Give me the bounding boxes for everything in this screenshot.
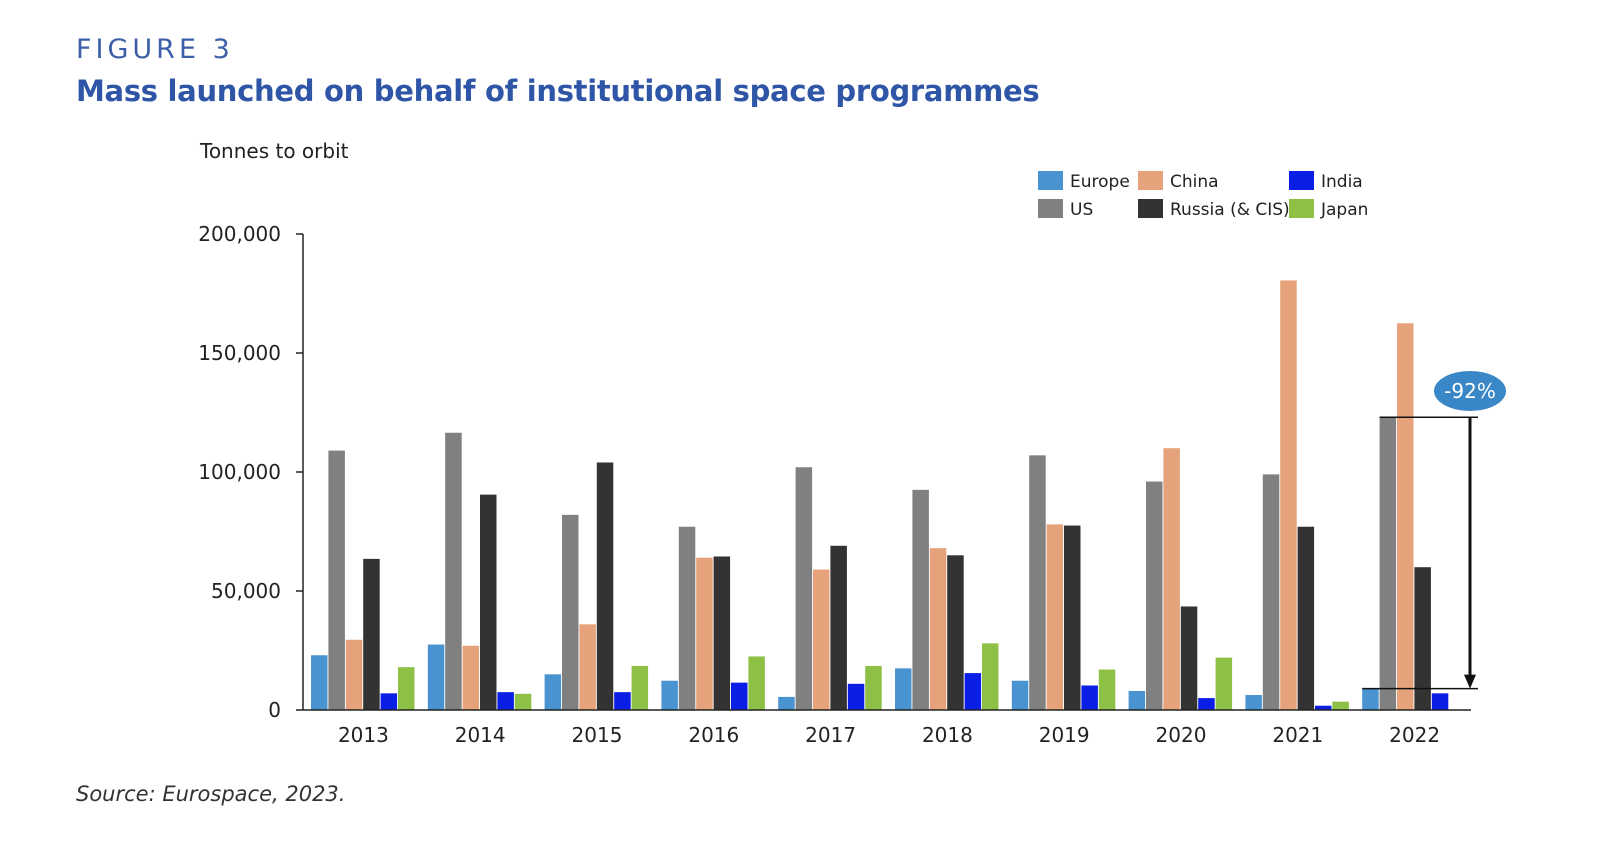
bar-china-2022	[1397, 323, 1414, 710]
bar-india-2021	[1315, 705, 1332, 710]
x-tick-label: 2017	[805, 723, 856, 747]
annotation-label: -92%	[1444, 379, 1496, 403]
x-tick-label: 2016	[688, 723, 739, 747]
bar-europe-2019	[1011, 680, 1029, 710]
bar-us-2022	[1379, 417, 1397, 710]
y-axis-ticks: 0 50,000 100,000 150,000 200,000	[198, 222, 303, 722]
y-tick-label: 50,000	[211, 579, 281, 603]
figure-label: FIGURE 3	[76, 34, 234, 65]
legend-label: Europe	[1070, 172, 1130, 192]
x-tick-label: 2021	[1272, 723, 1323, 747]
bar-india-2022	[1431, 693, 1449, 710]
bar-russia-cis-2019	[1064, 525, 1081, 710]
legend-label: Russia (& CIS)	[1170, 200, 1290, 220]
bar-china-2017	[813, 569, 830, 710]
bar-europe-2021	[1245, 695, 1262, 710]
bar-china-2014	[462, 645, 480, 710]
bar-europe-2022	[1362, 688, 1379, 710]
y-tick-label: 0	[268, 698, 281, 722]
bar-europe-2015	[544, 674, 562, 710]
bar-us-2018	[912, 489, 929, 710]
bar-us-2015	[562, 514, 579, 710]
bar-russia-cis-2015	[596, 462, 614, 710]
legend-swatch	[1138, 199, 1163, 218]
bar-russia-cis-2016	[713, 556, 731, 710]
bars	[311, 280, 1449, 710]
source-note: Source: Eurospace, 2023.	[76, 782, 346, 806]
legend-label: China	[1170, 172, 1219, 192]
legend-swatch	[1038, 199, 1063, 218]
x-axis-ticks: 2013 2014 2015 2016 2017 2018 2019 2020 2021 2022	[338, 723, 1440, 747]
legend: Europe China India US Russia (& CIS) Japan	[1038, 171, 1368, 220]
bar-india-2018	[964, 673, 982, 710]
bar-china-2018	[929, 548, 947, 710]
y-axis-label: Tonnes to orbit	[199, 139, 349, 163]
bar-europe-2014	[427, 644, 445, 710]
bar-india-2016	[731, 682, 748, 710]
bar-japan-2014	[514, 693, 532, 710]
bar-japan-2015	[631, 665, 649, 710]
legend-label: India	[1321, 172, 1363, 192]
bar-russia-cis-2014	[480, 494, 497, 710]
bar-india-2019	[1081, 685, 1098, 710]
bar-us-2021	[1262, 474, 1280, 710]
bar-us-2013	[328, 450, 345, 710]
legend-swatch	[1138, 171, 1163, 190]
bar-china-2020	[1163, 448, 1180, 710]
bar-europe-2016	[661, 680, 678, 710]
x-tick-label: 2020	[1156, 723, 1207, 747]
bar-china-2016	[696, 557, 713, 710]
bar-china-2021	[1280, 280, 1297, 710]
bar-europe-2018	[895, 668, 912, 710]
bar-europe-2017	[778, 696, 795, 710]
legend-swatch	[1038, 171, 1063, 190]
bar-russia-cis-2018	[947, 555, 964, 710]
bar-india-2017	[847, 683, 865, 710]
x-tick-label: 2018	[922, 723, 973, 747]
legend-swatch	[1289, 199, 1314, 218]
bar-india-2013	[380, 693, 398, 710]
x-tick-label: 2013	[338, 723, 389, 747]
bar-china-2019	[1046, 524, 1064, 710]
bar-us-2019	[1029, 455, 1046, 710]
annotation-arrow-head	[1464, 674, 1476, 689]
bar-us-2014	[445, 432, 462, 710]
bar-china-2013	[345, 639, 363, 710]
y-tick-label: 100,000	[198, 460, 281, 484]
bar-china-2015	[579, 624, 596, 710]
bar-japan-2013	[398, 667, 415, 710]
bar-japan-2018	[982, 643, 999, 710]
bar-us-2020	[1146, 481, 1163, 710]
legend-swatch	[1289, 171, 1314, 190]
bar-japan-2017	[865, 665, 882, 710]
reduction-annotation: -92%	[1362, 371, 1506, 690]
figure-title: Mass launched on behalf of institutional…	[76, 74, 1040, 108]
bar-india-2015	[614, 692, 631, 710]
bar-india-2020	[1198, 698, 1215, 710]
x-tick-label: 2019	[1039, 723, 1090, 747]
legend-label: Japan	[1320, 200, 1368, 220]
bar-us-2017	[795, 467, 813, 710]
legend-label: US	[1070, 200, 1093, 220]
bar-japan-2016	[748, 656, 765, 710]
bar-india-2014	[497, 692, 514, 710]
y-tick-label: 150,000	[198, 341, 281, 365]
bar-europe-2013	[311, 655, 328, 710]
bar-russia-cis-2013	[363, 558, 380, 710]
bar-japan-2019	[1098, 669, 1116, 710]
y-tick-label: 200,000	[198, 222, 281, 246]
annotation-bubble	[1434, 371, 1506, 411]
bar-russia-cis-2021	[1297, 526, 1315, 710]
x-tick-label: 2014	[455, 723, 506, 747]
bar-japan-2021	[1332, 701, 1349, 710]
bar-russia-cis-2022	[1414, 567, 1431, 710]
bar-europe-2020	[1128, 690, 1146, 710]
bar-russia-cis-2017	[830, 545, 847, 710]
bar-japan-2020	[1215, 657, 1233, 710]
bar-us-2016	[678, 526, 696, 710]
x-tick-label: 2015	[572, 723, 623, 747]
bar-russia-cis-2020	[1180, 606, 1198, 710]
x-tick-label: 2022	[1389, 723, 1440, 747]
